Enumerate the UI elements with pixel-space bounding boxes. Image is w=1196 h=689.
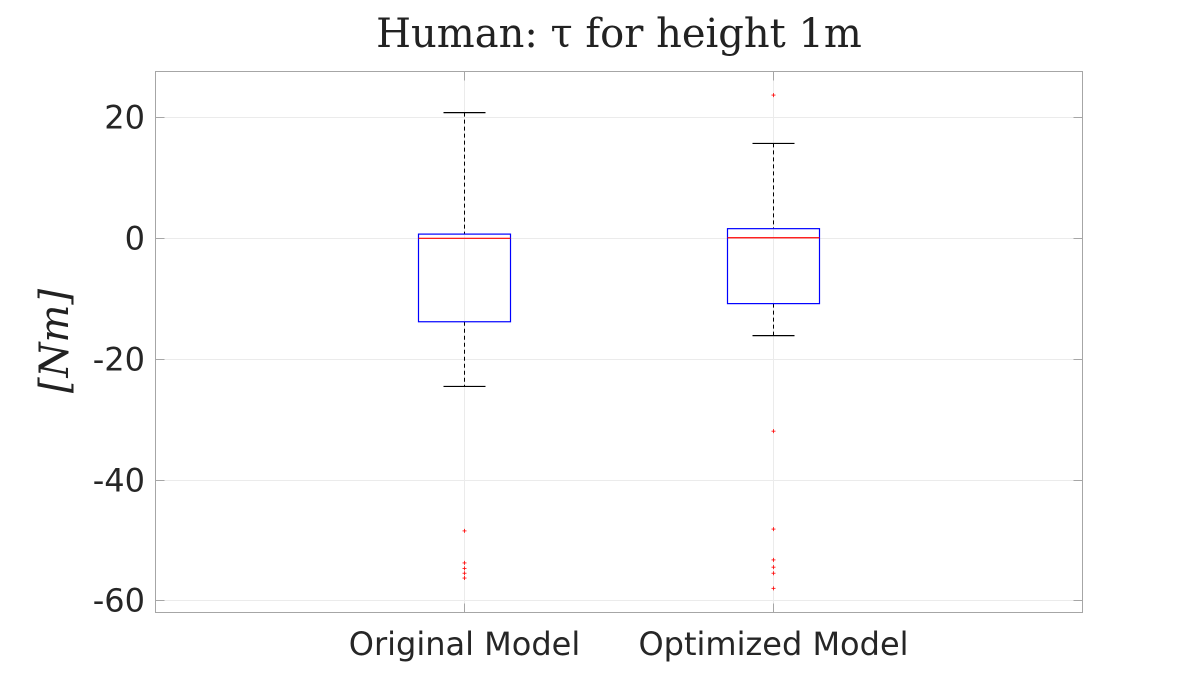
outlier-point — [462, 528, 467, 533]
box-iqr — [726, 228, 821, 305]
outlier-point — [462, 566, 467, 571]
outlier-point — [462, 560, 467, 565]
box-iqr — [417, 233, 512, 323]
outlier-point — [771, 586, 776, 591]
outlier-point — [771, 571, 776, 576]
y-tick-label: 0 — [125, 220, 145, 258]
x-tick-label: Optimized Model — [638, 625, 908, 663]
y-tick-label: -20 — [93, 341, 145, 379]
outlier-point — [462, 576, 467, 581]
y-axis-title: [Nm] — [32, 289, 78, 394]
y-tick-label: -60 — [93, 582, 145, 620]
x-axis-ticks: Original Model Optimized Model — [349, 71, 909, 663]
outlier-point — [462, 571, 467, 576]
box-original-model — [417, 112, 512, 581]
axes-frame — [155, 71, 1083, 613]
outlier-point — [771, 527, 776, 532]
y-axis-ticks: 20 0 -20 -40 -60 — [93, 99, 1083, 620]
grid-lines — [155, 71, 1083, 613]
outlier-point — [771, 429, 776, 434]
box-optimized-model — [726, 93, 821, 591]
x-tick-label: Original Model — [349, 625, 580, 663]
outlier-point — [771, 565, 776, 570]
box-series — [417, 93, 821, 591]
y-tick-label: 20 — [104, 99, 145, 137]
outlier-point — [771, 93, 776, 98]
outlier-point — [771, 557, 776, 562]
y-tick-label: -40 — [93, 462, 145, 500]
chart-title: Human: τ for height 1m — [376, 11, 862, 57]
